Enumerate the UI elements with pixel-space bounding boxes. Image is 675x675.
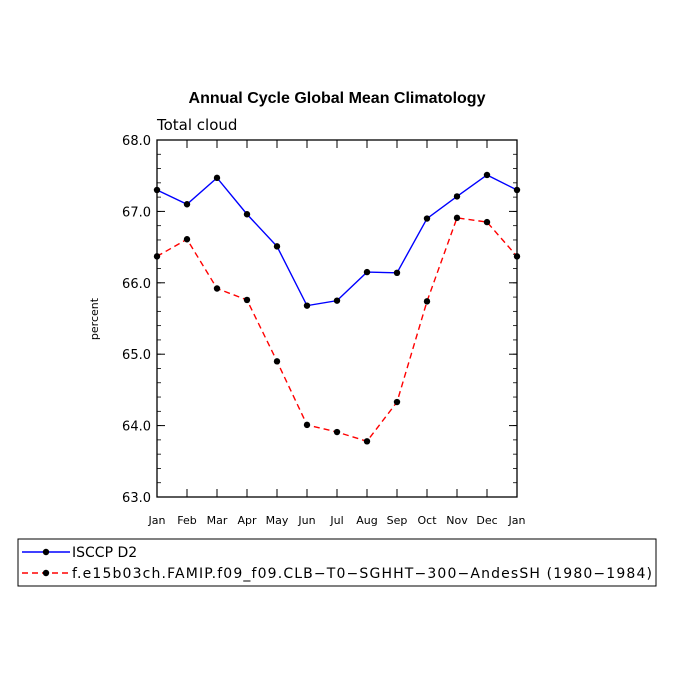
y-tick-label: 67.0	[122, 205, 151, 220]
x-tick-label: Apr	[237, 514, 257, 527]
data-point	[273, 358, 281, 365]
data-point	[363, 438, 371, 445]
data-point	[333, 428, 341, 436]
x-tick-label: Jan	[508, 514, 526, 527]
y-tick-label: 63.0	[122, 491, 151, 506]
data-point	[513, 186, 521, 194]
x-tick-label: Mar	[207, 514, 228, 527]
data-point	[363, 268, 371, 276]
x-tick-label: Dec	[476, 514, 497, 527]
legend-marker	[42, 548, 50, 556]
legend-label: ISCCP D2	[72, 545, 137, 561]
data-point	[333, 297, 341, 304]
data-point	[483, 171, 491, 179]
data-point	[273, 243, 281, 250]
data-point	[423, 298, 431, 305]
y-tick-label: 64.0	[122, 420, 151, 435]
data-point	[243, 296, 251, 304]
chart-title: Annual Cycle Global Mean Climatology	[189, 90, 486, 107]
data-point	[513, 253, 521, 260]
legend: ISCCP D2 f.e15b03ch.FAMIP.f09_f09.CLB−T0−…	[17, 538, 657, 587]
data-point	[213, 285, 221, 292]
series-line-2	[156, 217, 518, 443]
data-point	[183, 236, 191, 243]
y-tick-label: 68.0	[122, 134, 151, 149]
x-tick-label: Sep	[387, 514, 408, 527]
chart-subtitle: Total cloud	[156, 116, 237, 134]
plot-frame	[156, 139, 518, 498]
data-point	[183, 201, 191, 208]
data-point	[393, 269, 401, 277]
legend-label: f.e15b03ch.FAMIP.f09_f09.CLB−T0−SGHHT−30…	[72, 566, 652, 582]
data-point	[243, 211, 251, 218]
legend-box	[17, 538, 657, 587]
x-tick-label: Feb	[177, 514, 196, 527]
y-tick-label: 65.0	[122, 348, 151, 363]
data-point	[303, 302, 311, 309]
data-point	[213, 174, 221, 182]
axes: 63.0 64.0 65.0 66.0 67.0 68.0 Jan Feb Mar Apr May J…	[122, 134, 525, 527]
data-point	[423, 215, 431, 222]
x-tick-label: Nov	[446, 514, 468, 527]
series-layer	[153, 171, 521, 445]
y-tick-label: 66.0	[122, 277, 151, 292]
x-tick-label: Jul	[329, 514, 343, 527]
x-tick-label: May	[266, 514, 289, 527]
x-tick-label: Jun	[297, 514, 315, 527]
x-tick-label: Aug	[356, 514, 377, 527]
data-point	[453, 193, 461, 200]
data-point	[483, 218, 491, 226]
data-point	[303, 421, 311, 429]
series-line-1	[156, 174, 518, 307]
data-point	[453, 214, 461, 222]
y-axis-label: percent	[88, 297, 101, 340]
data-point	[153, 253, 161, 260]
legend-marker	[42, 569, 50, 577]
data-point	[393, 398, 401, 406]
x-tick-label: Jan	[148, 514, 166, 527]
data-point	[153, 186, 161, 194]
x-tick-label: Oct	[417, 514, 437, 527]
